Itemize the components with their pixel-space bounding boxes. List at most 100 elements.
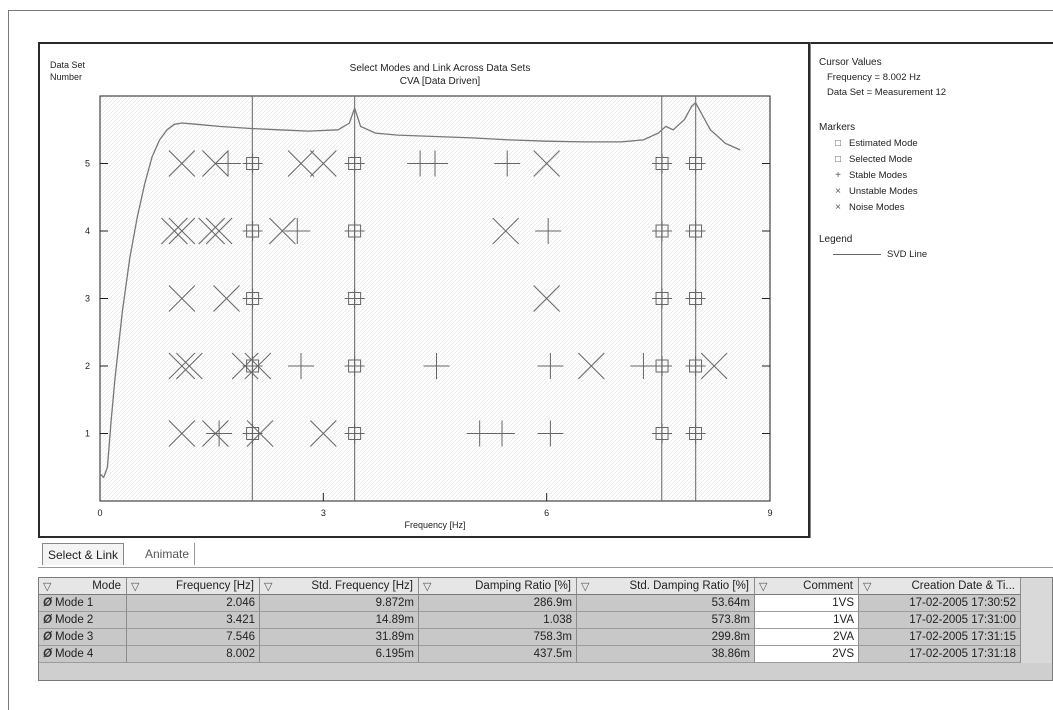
chart-point (685, 221, 706, 241)
cursor-values-title: Cursor Values (819, 57, 882, 68)
column-header-std-damping-ratio[interactable]: ▽ Std. Damping Ratio [%] (577, 578, 755, 595)
chart-point (168, 420, 196, 447)
chart-title: Select Modes and Link Across Data Sets (350, 63, 531, 74)
unstable-mode-marker (198, 217, 226, 245)
chart-point (344, 288, 365, 309)
y-axis-label-line2: Number (50, 72, 82, 82)
table-cell[interactable]: 17-02-2005 17:31:00 (859, 612, 1021, 629)
table-cell[interactable]: Ø Mode 1 (39, 595, 127, 612)
chart-point (533, 285, 561, 312)
table-cell[interactable]: 437.5m (419, 646, 577, 663)
legend-svd-line: SVD Line (833, 249, 927, 260)
table-cell[interactable]: 2.046 (127, 595, 260, 612)
application-frame (8, 10, 1053, 710)
filter-icon[interactable]: ▽ (581, 581, 590, 593)
table-cell[interactable]: 14.89m (260, 612, 419, 629)
marker-label: Noise Modes (849, 202, 905, 213)
y-tick-label: 4 (85, 226, 90, 236)
chart-point (309, 420, 337, 447)
chart-point (287, 150, 315, 177)
chart-point (700, 352, 728, 380)
column-header-label: Std. Frequency [Hz] (311, 580, 413, 592)
square-icon: □ (834, 138, 842, 149)
tab-bar: Select & Link Animate (38, 540, 1053, 568)
filter-icon[interactable]: ▽ (264, 581, 273, 593)
table-cell[interactable]: 7.546 (127, 629, 260, 646)
chart-point (168, 217, 196, 245)
square-icon: □ (834, 154, 842, 165)
marker-stable-modes: + Stable Modes (833, 170, 907, 181)
table-cell[interactable]: 2VS (755, 646, 859, 663)
marker-unstable-modes: × Unstable Modes (833, 186, 918, 197)
table-cell[interactable]: 17-02-2005 17:31:18 (859, 646, 1021, 663)
column-header-label: Frequency [Hz] (176, 580, 254, 592)
table-cell[interactable]: 17-02-2005 17:30:52 (859, 595, 1021, 612)
unstable-mode-marker (533, 285, 561, 312)
table-cell[interactable]: 1VA (755, 612, 859, 629)
modes-table[interactable]: ▽ Mode ▽ Frequency [Hz] ▽ Std. Frequency… (38, 577, 1053, 681)
table-cell[interactable]: Ø Mode 2 (39, 612, 127, 629)
table-cell[interactable]: 31.89m (260, 629, 419, 646)
column-header-label: Comment (803, 580, 853, 592)
chart-point (246, 420, 274, 447)
chart-point (652, 423, 673, 444)
chart-point (242, 356, 263, 376)
filter-icon[interactable]: ▽ (759, 581, 768, 593)
table-row[interactable]: Ø Mode 2 3.421 14.89m 1.038 573.8m 1VA 17-02-20… (39, 612, 1052, 629)
filter-icon[interactable]: ▽ (863, 581, 872, 593)
table-cell[interactable]: 299.8m (577, 629, 755, 646)
filter-icon[interactable]: ▽ (423, 581, 432, 593)
table-cell[interactable]: 38.86m (577, 646, 755, 663)
chart-point (535, 218, 562, 244)
chart-point (168, 150, 196, 177)
column-header-damping-ratio[interactable]: ▽ Damping Ratio [%] (419, 578, 577, 595)
table-row[interactable]: Ø Mode 3 7.546 31.89m 758.3m 299.8m 2VA 17-02-2… (39, 629, 1052, 646)
chart-point (533, 150, 561, 177)
chart-point (161, 217, 188, 245)
table-cell[interactable]: 1.038 (419, 612, 577, 629)
chart-point (288, 353, 314, 379)
table-cell[interactable]: 1VS (755, 595, 859, 612)
stabilization-chart[interactable]: 1 2 3 4 5 0 3 6 9 Select Modes and Link Across D… (40, 44, 808, 536)
svd-line (99, 101, 741, 479)
chart-point (577, 352, 605, 380)
table-cell[interactable]: 573.8m (577, 612, 755, 629)
table-cell[interactable]: 3.421 (127, 612, 260, 629)
chart-point (231, 352, 259, 380)
chart-point (215, 150, 242, 177)
table-cell[interactable]: 2VA (755, 629, 859, 646)
cursor-values-panel: Cursor Values Frequency = 8.002 Hz Data … (810, 42, 1053, 538)
cross-icon: × (835, 202, 841, 213)
mode-icon: Ø (43, 648, 52, 660)
column-header-comment[interactable]: ▽ Comment (755, 578, 859, 595)
chart-point (423, 353, 450, 379)
table-row[interactable]: Ø Mode 1 2.046 9.872m 286.9m 53.64m 1VS 17-02-2… (39, 595, 1052, 612)
table-cell[interactable]: 9.872m (260, 595, 419, 612)
column-header-frequency[interactable]: ▽ Frequency [Hz] (127, 578, 260, 595)
tab-select-link[interactable]: Select & Link (42, 543, 125, 565)
table-row[interactable]: Ø Mode 4 8.002 6.195m 437.5m 38.86m 2VS 17-02-2… (39, 646, 1052, 663)
table-cell[interactable]: 17-02-2005 17:31:15 (859, 629, 1021, 646)
table-cell[interactable]: 53.64m (577, 595, 755, 612)
table-cell[interactable]: Ø Mode 3 (39, 629, 127, 646)
table-cell[interactable]: 6.195m (260, 646, 419, 663)
column-header-label: Mode (92, 580, 121, 592)
chart-point (492, 217, 520, 245)
table-cell[interactable]: 758.3m (419, 629, 577, 646)
table-cell[interactable]: 286.9m (419, 595, 577, 612)
unstable-mode-marker (533, 150, 561, 177)
table-cell[interactable]: 8.002 (127, 646, 260, 663)
filter-icon[interactable]: ▽ (43, 581, 52, 593)
chart-panel[interactable]: 1 2 3 4 5 0 3 6 9 Select Modes and Link Across D… (38, 42, 810, 538)
chart-point (309, 150, 337, 177)
marker-label: Estimated Mode (849, 138, 918, 149)
column-header-creation-date[interactable]: ▽ Creation Date & Ti... (859, 578, 1021, 595)
table-cell[interactable]: Ø Mode 4 (39, 646, 127, 663)
tab-animate[interactable]: Animate (140, 543, 196, 565)
column-header-mode[interactable]: ▽ Mode (39, 578, 127, 595)
chart-point (244, 352, 272, 380)
chart-point (489, 420, 515, 447)
column-header-std-frequency[interactable]: ▽ Std. Frequency [Hz] (260, 578, 419, 595)
mode-name: Mode 3 (54, 631, 94, 643)
filter-icon[interactable]: ▽ (131, 581, 140, 593)
